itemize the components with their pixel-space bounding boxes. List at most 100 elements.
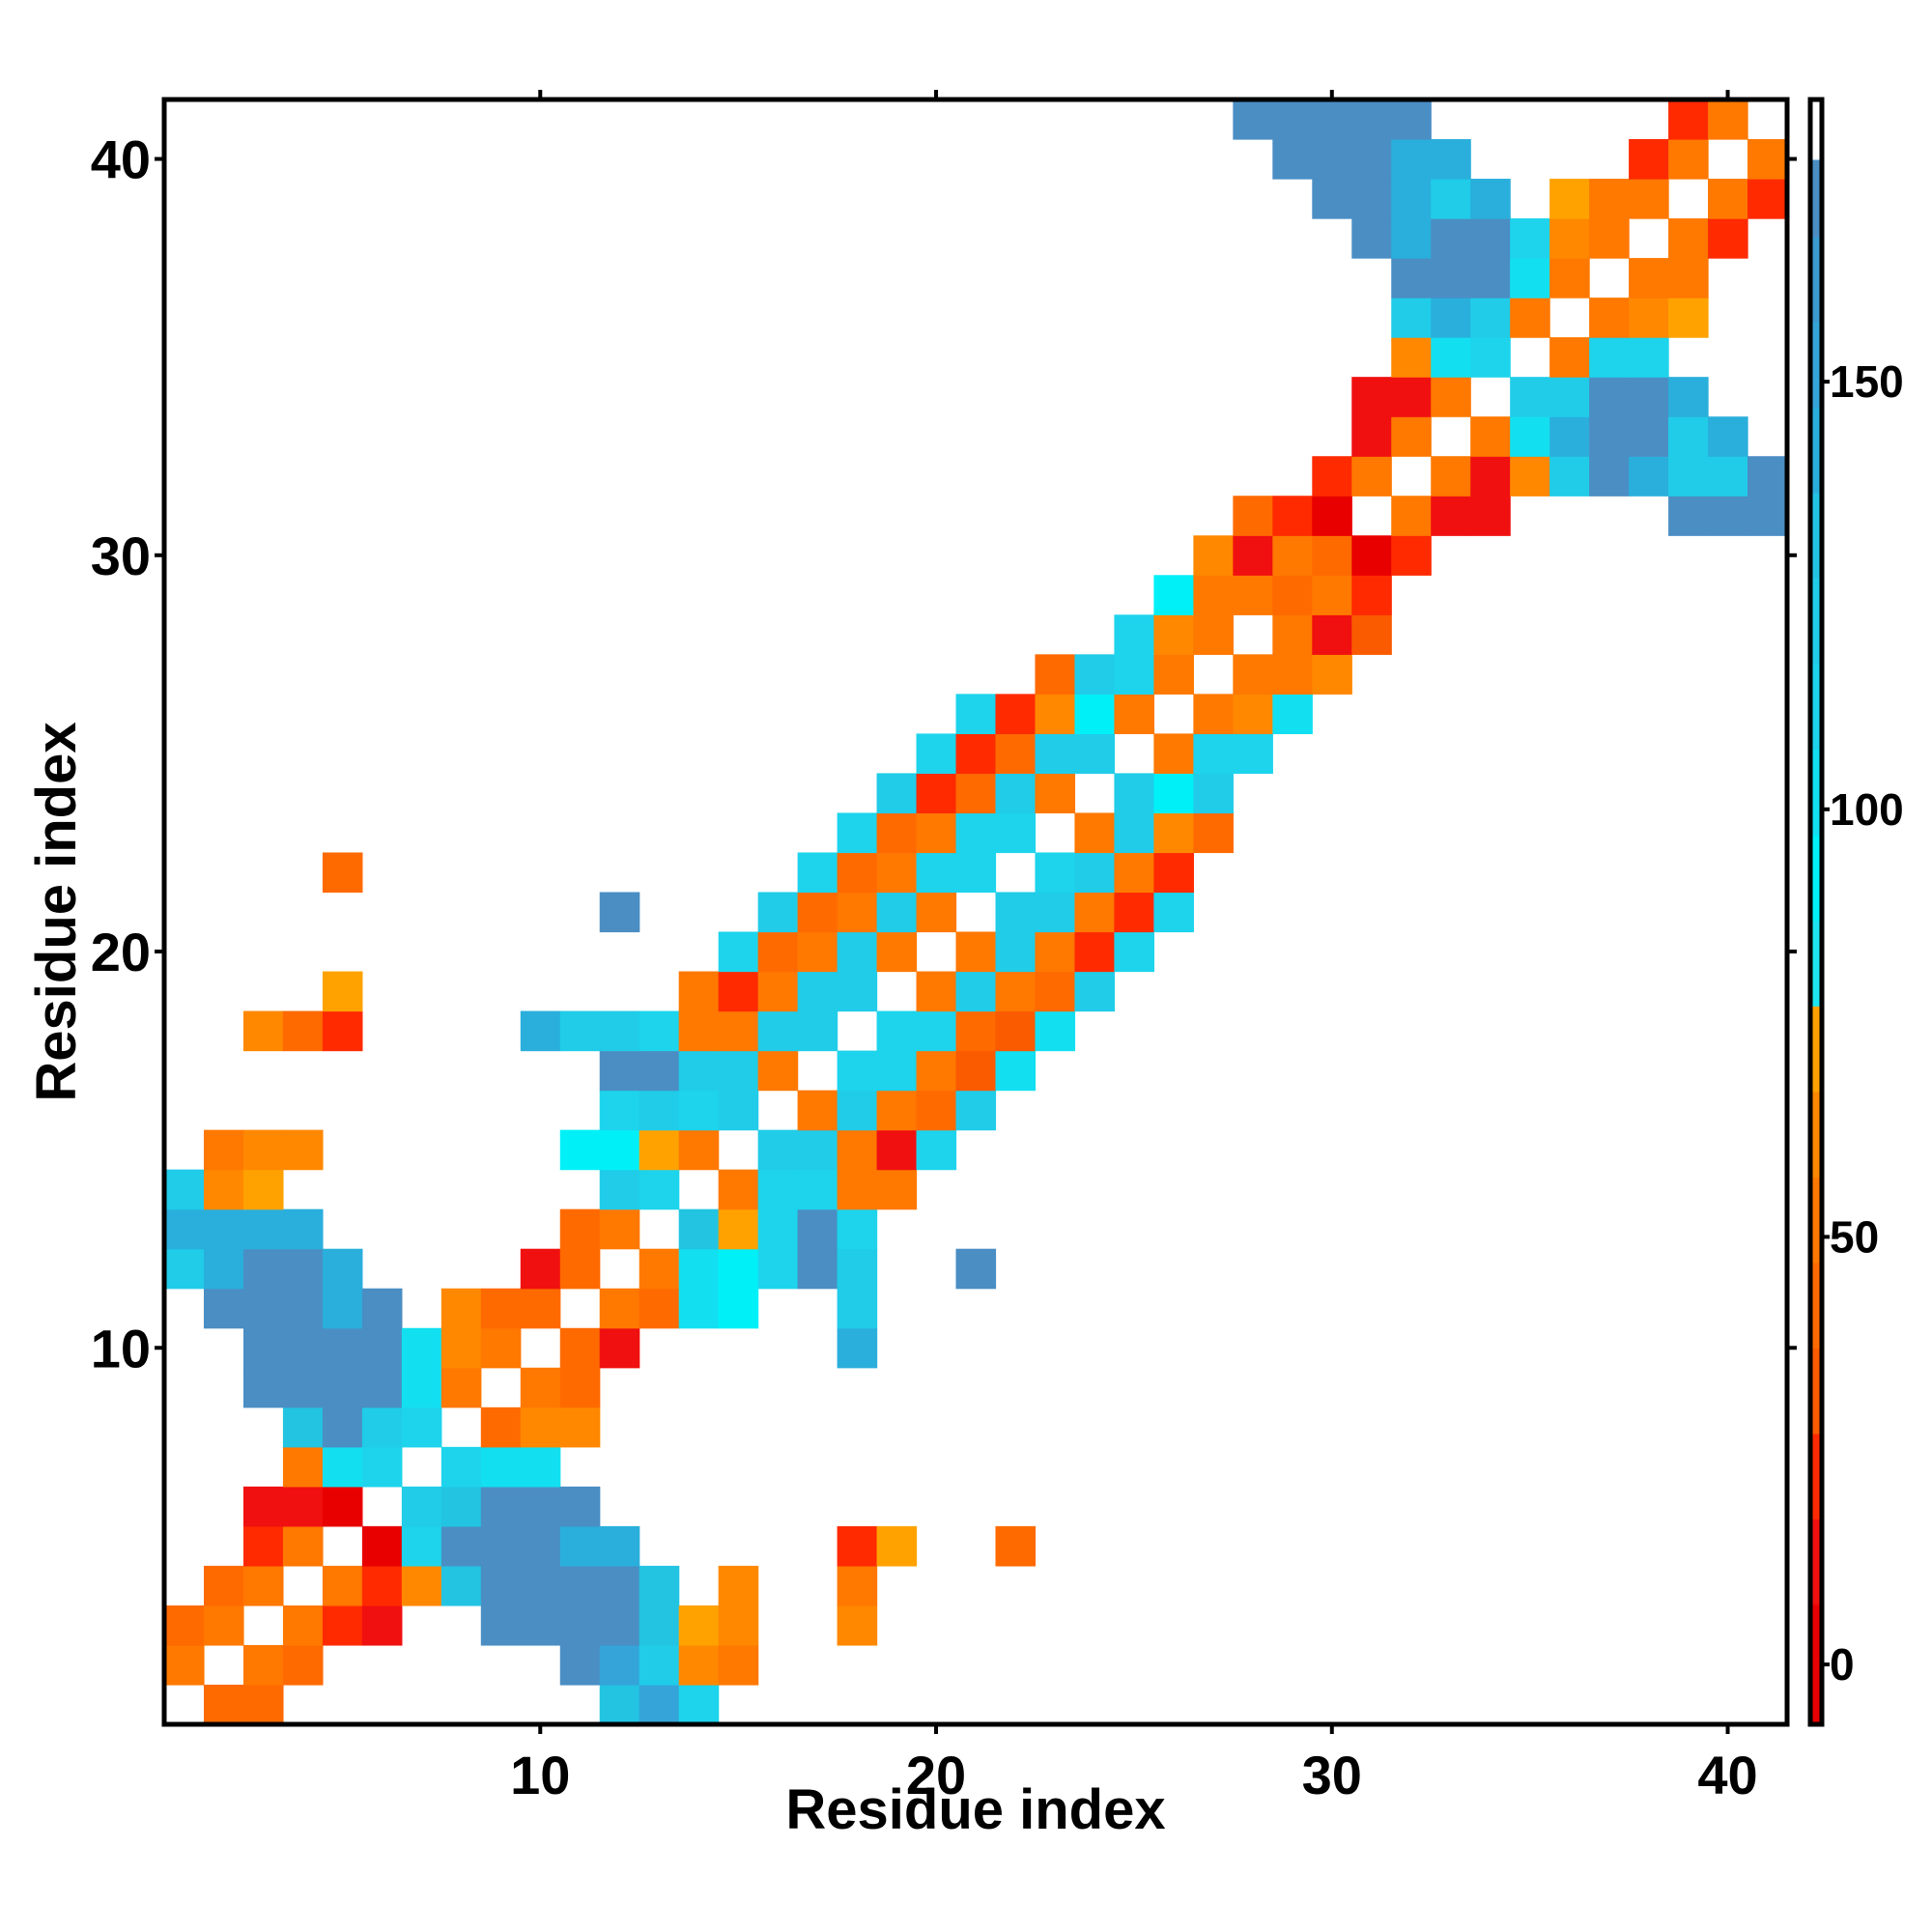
heatmap-cell: [876, 1010, 918, 1052]
heatmap-cell: [718, 1288, 759, 1329]
heatmap-cell: [1193, 614, 1234, 655]
heatmap-cell: [876, 1129, 918, 1171]
heatmap-cell: [1233, 654, 1273, 695]
heatmap-cell: [1708, 496, 1748, 536]
heatmap-cell: [282, 1288, 324, 1329]
heatmap-cell: [1114, 773, 1154, 814]
heatmap-cell: [1510, 298, 1550, 338]
heatmap-cell: [242, 1486, 284, 1527]
heatmap-cell: [599, 1050, 640, 1092]
heatmap-cell: [599, 1208, 640, 1250]
heatmap-cell: [1312, 179, 1352, 219]
heatmap-cell: [837, 1288, 878, 1329]
heatmap-cell: [1470, 179, 1511, 219]
heatmap-cell: [916, 1010, 957, 1052]
heatmap-cell: [955, 812, 997, 854]
colorbar-band: [1810, 1605, 1822, 1725]
heatmap-cell: [837, 971, 878, 1012]
heatmap-cell: [718, 1050, 759, 1092]
heatmap-cell: [1074, 892, 1116, 933]
heatmap-cell: [995, 733, 1037, 775]
x-tick-label: 20: [906, 1745, 966, 1805]
heatmap-cell: [876, 892, 918, 933]
heatmap-cell: [1233, 496, 1273, 536]
heatmap-cell: [1351, 575, 1392, 615]
heatmap-cell: [203, 1684, 244, 1725]
heatmap-cell: [678, 1644, 720, 1686]
heatmap-cell: [757, 1010, 799, 1052]
heatmap-cells: [164, 99, 1788, 1725]
heatmap-cell: [440, 1525, 482, 1567]
heatmap-cell: [242, 1248, 284, 1290]
heatmap-cell: [1431, 218, 1471, 259]
heatmap-cell: [1312, 496, 1352, 536]
heatmap-cell: [1549, 218, 1590, 259]
heatmap-cell: [242, 1288, 284, 1329]
heatmap-cell: [322, 852, 363, 894]
colorbar-band: [1810, 322, 1822, 409]
heatmap-cell: [242, 1129, 284, 1171]
heatmap-cell: [718, 1090, 759, 1131]
heatmap-cell: [1391, 218, 1432, 259]
heatmap-cell: [559, 1208, 601, 1250]
heatmap-cell: [995, 812, 1037, 854]
heatmap-cell: [837, 931, 878, 973]
heatmap-cell: [797, 1208, 838, 1250]
heatmap-cell: [1351, 139, 1392, 180]
heatmap-cell: [1747, 456, 1788, 497]
heatmap-cell: [955, 1248, 997, 1290]
heatmap-cell: [480, 1486, 522, 1527]
heatmap-cell: [1272, 694, 1313, 734]
colorbar-band: [1810, 236, 1822, 323]
heatmap-cell: [1391, 258, 1432, 298]
heatmap-cell: [1272, 139, 1313, 180]
heatmap-cell: [639, 1129, 680, 1171]
heatmap-cell: [876, 1050, 918, 1092]
heatmap-cell: [797, 1129, 838, 1171]
heatmap-cell: [164, 1605, 205, 1646]
heatmap-cell: [599, 1684, 640, 1725]
heatmap-cell: [1233, 733, 1273, 775]
heatmap-cell: [1629, 337, 1669, 378]
heatmap-cell: [440, 1486, 482, 1527]
heatmap-cell: [678, 1090, 720, 1131]
heatmap-cell: [559, 1605, 601, 1646]
heatmap-cell: [1708, 456, 1748, 497]
heatmap-cell: [559, 1367, 601, 1408]
heatmap-cell: [757, 1208, 799, 1250]
heatmap-cell: [1431, 496, 1471, 536]
heatmap-cell: [1431, 179, 1471, 219]
heatmap-cell: [1312, 614, 1352, 655]
heatmap-cell: [480, 1288, 522, 1329]
heatmap-cell: [559, 1010, 601, 1052]
heatmap-cell: [282, 1367, 324, 1408]
heatmap-cell: [1549, 377, 1590, 417]
heatmap-cell: [1312, 456, 1352, 497]
heatmap-cell: [876, 1090, 918, 1131]
heatmap-cell: [322, 1327, 363, 1369]
heatmap-cell: [1668, 258, 1709, 298]
colorbar-band: [1810, 835, 1822, 922]
heatmap-cell: [1629, 258, 1669, 298]
colorbar-band: [1810, 493, 1822, 580]
heatmap-cell: [520, 1288, 561, 1329]
heatmap-cell: [1668, 99, 1709, 140]
heatmap-cell: [955, 1010, 997, 1052]
colorbar-band: [1810, 1177, 1822, 1264]
heatmap-cell: [876, 1169, 918, 1210]
heatmap-cell: [1668, 496, 1709, 536]
heatmap-cell: [1272, 496, 1313, 536]
heatmap-cell: [1193, 535, 1234, 576]
heatmap-cell: [678, 1248, 720, 1290]
heatmap-cell: [1233, 694, 1273, 734]
heatmap-cell: [282, 1406, 324, 1448]
heatmap-cell: [1351, 614, 1392, 655]
heatmap-cell: [837, 852, 878, 894]
heatmap-cell: [361, 1288, 403, 1329]
colorbar-tick-label: 0: [1830, 1639, 1855, 1690]
heatmap-cell: [1510, 416, 1550, 457]
heatmap-cell: [1074, 694, 1116, 734]
heatmap-cell: [1391, 337, 1432, 378]
heatmap-cell: [1431, 298, 1471, 338]
heatmap-cell: [678, 1605, 720, 1646]
